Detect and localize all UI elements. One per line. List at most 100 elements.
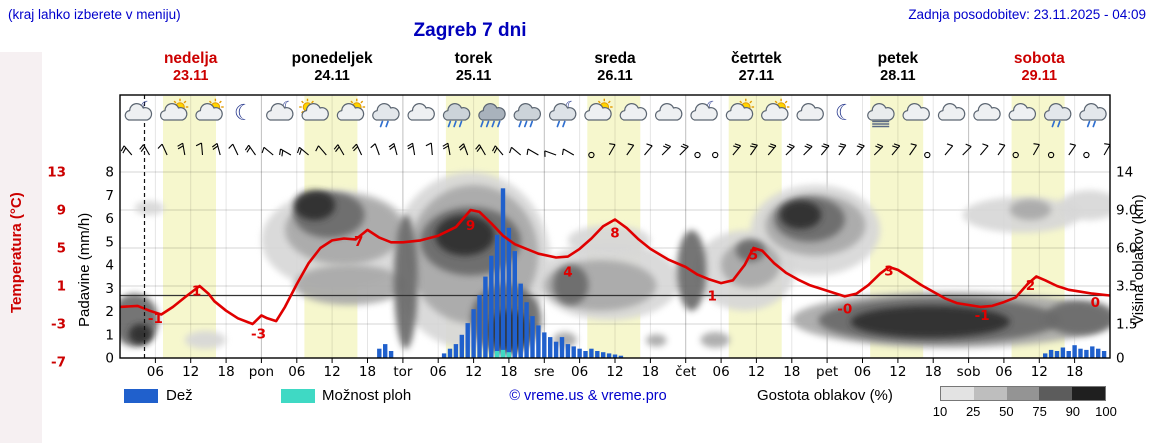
moon-icon: ☾: [234, 101, 254, 126]
cloud-icon: [902, 103, 930, 121]
temperature-value-label: 9: [466, 218, 475, 234]
day-name: sobota: [1013, 50, 1065, 67]
temperature-value-label: 8: [610, 226, 619, 242]
precip-tick: 4: [105, 258, 114, 274]
cloud-height-axis-title: Višina oblakov (km): [1130, 194, 1147, 326]
day-name: sreda: [594, 50, 636, 67]
time-tick-label: 12: [748, 364, 765, 380]
temperature-value-label: -1: [975, 308, 990, 324]
day-name: torek: [454, 50, 493, 67]
wind-barbs: [120, 142, 1111, 159]
day-date: 27.11: [738, 68, 775, 84]
temperature-value-label: 4: [563, 265, 572, 281]
cloud-icon: [937, 103, 966, 121]
cloud-height-tick: 0: [1116, 351, 1125, 367]
rain-legend-label: Dež: [166, 387, 193, 404]
copyright-link[interactable]: © vreme.us & vreme.pro: [509, 388, 667, 404]
calm-wind-icon: [712, 151, 719, 159]
time-tick-label: 18: [218, 364, 235, 380]
rain-bars: [377, 188, 1107, 358]
day-header: sreda 26.11: [545, 50, 685, 84]
time-tick-label: 12: [465, 364, 482, 380]
time-tick-label: čet: [675, 364, 696, 380]
cloud-icon: [619, 103, 648, 121]
day-header: ponedeljek 24.11: [262, 50, 402, 84]
day-name: ponedeljek: [291, 50, 373, 67]
day-header: četrtek 27.11: [686, 50, 826, 84]
calm-wind-icon: [1047, 151, 1055, 159]
day-header: sobota 29.11: [969, 50, 1109, 84]
time-tick-label: sob: [957, 364, 981, 380]
time-tick-label: 06: [571, 364, 588, 380]
cloud-icon: [407, 103, 435, 121]
precip-tick: 3: [105, 281, 114, 297]
temperature-line: [120, 208, 1110, 326]
left-margin-strip: [0, 52, 42, 443]
day-date: 26.11: [597, 68, 633, 84]
precip-tick: 5: [105, 234, 114, 250]
temperature-tick: 9: [57, 203, 66, 219]
precip-tick: 6: [105, 211, 114, 227]
time-tick-label: 06: [995, 364, 1012, 380]
day-date: 28.11: [880, 68, 916, 84]
time-tick-label: pet: [816, 364, 838, 380]
menu-hint: (kraj lahko izberete v meniju): [8, 7, 181, 22]
time-tick-label: 06: [430, 364, 447, 380]
time-tick-label: 12: [1031, 364, 1048, 380]
moon-cloud-icon: ☾: [124, 99, 153, 121]
precip-tick: 2: [105, 304, 114, 320]
cloud-icon: [973, 103, 1001, 121]
precip-tick: 7: [105, 188, 114, 204]
cloud-height-tick: 6.0: [1116, 241, 1137, 257]
calm-wind-icon: [924, 151, 931, 159]
shower-bar: [506, 352, 512, 358]
rain-light-icon: [1079, 103, 1107, 128]
temperature-value-label: 3: [884, 264, 893, 280]
page-title: Zagreb 7 dni: [413, 20, 527, 41]
showers-swatch: [281, 389, 315, 403]
showers-legend-label: Možnost ploh: [322, 387, 412, 404]
temperature-value-label: 1: [707, 288, 716, 304]
time-tick-label: 06: [854, 364, 871, 380]
temperature-axis-title: Temperatura (°C): [8, 192, 25, 313]
day-name: nedelja: [163, 50, 218, 67]
time-tick-label: 18: [642, 364, 659, 380]
precip-axis-title: Padavine (mm/h): [76, 212, 93, 328]
time-tick-label: tor: [393, 364, 413, 380]
time-tick-label: 12: [324, 364, 341, 380]
density-tick-label: 50: [999, 404, 1014, 419]
calm-wind-icon: [1083, 151, 1090, 159]
rain-icon: [442, 103, 471, 128]
day-header: nedelja 23.11: [121, 50, 261, 84]
density-scale-segment: [1072, 387, 1105, 400]
rain-heavy-icon: [478, 103, 506, 128]
cloud-icon: [654, 103, 683, 121]
density-scale-segment: [1039, 387, 1073, 400]
day-date: 24.11: [314, 68, 350, 84]
cloud-height-tick: 1.5: [1116, 317, 1137, 333]
svg-text:☾: ☾: [835, 101, 855, 126]
moon-rain-icon: ☾: [548, 99, 577, 128]
temperature-tick: 5: [57, 241, 66, 257]
cloud-height-tick: 14: [1116, 165, 1133, 181]
temperature-tick: 13: [47, 165, 66, 181]
sun-cloud-icon: [159, 98, 189, 121]
density-scale-segment: [1006, 387, 1040, 400]
calm-wind-icon: [694, 151, 701, 159]
time-tick-label: sre: [534, 364, 555, 380]
cloud-icon: [796, 103, 824, 121]
sun-cloud-icon: [336, 98, 366, 121]
density-tick-label: 90: [1065, 404, 1081, 419]
density-scale-segment: [973, 387, 1007, 400]
time-tick-label: 18: [500, 364, 517, 380]
cloud-density-tick-labels: 10 25 50 75 90 100: [0, 404, 1152, 420]
temperature-value-label: -1: [148, 311, 163, 327]
day-name: petek: [877, 50, 919, 67]
time-tick-label: 12: [182, 364, 199, 380]
rain-icon: [513, 103, 542, 128]
fog-icon: [867, 103, 895, 128]
cloud-height-tick: 9.0: [1116, 203, 1137, 219]
day-date: 29.11: [1021, 68, 1058, 84]
precip-tick: 1: [105, 327, 114, 343]
time-tick-label: 06: [147, 364, 164, 380]
